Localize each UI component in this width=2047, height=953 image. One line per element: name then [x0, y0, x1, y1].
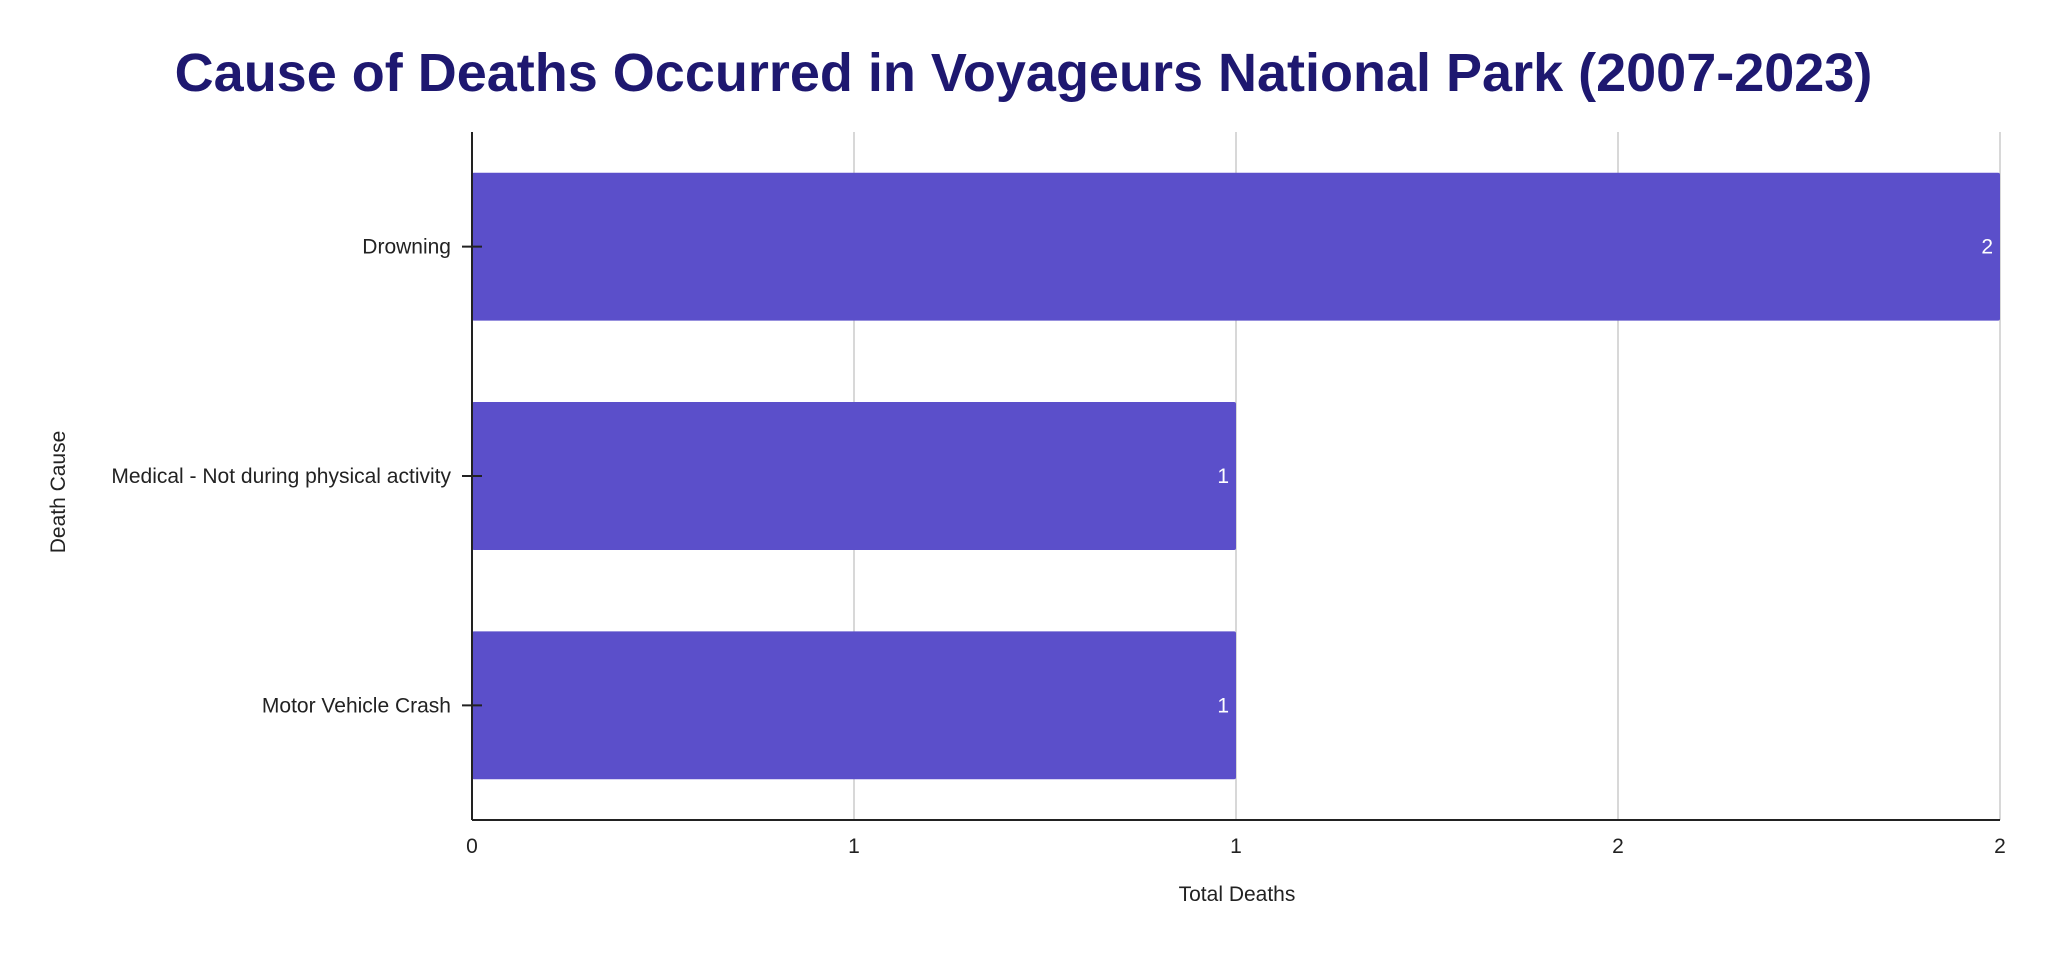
data-label: 1	[1217, 694, 1229, 717]
x-tick-label: 2	[1612, 835, 1624, 858]
category-label: Medical - Not during physical activity	[111, 465, 451, 488]
x-axis-title: Total Deaths	[1179, 883, 1296, 906]
x-tick-label: 1	[1230, 835, 1242, 858]
category-label: Motor Vehicle Crash	[262, 694, 451, 717]
bar	[472, 402, 1236, 550]
bar	[472, 631, 1236, 780]
x-tick-label: 0	[466, 835, 478, 858]
x-tick-label: 1	[848, 835, 860, 858]
labels: 0 1 1 2 2 2 Drowning 1 Medical - Not during phys…	[111, 236, 2005, 858]
y-axis-title: Death Cause	[47, 431, 70, 554]
data-label: 2	[1981, 236, 1993, 259]
bar	[472, 172, 2000, 321]
data-label: 1	[1217, 465, 1229, 488]
chart-title: Cause of Deaths Occurred in Voyageurs Na…	[174, 43, 1873, 103]
x-tick-label: 2	[1994, 835, 2006, 858]
category-label: Drowning	[362, 236, 451, 259]
bars	[472, 172, 2000, 780]
